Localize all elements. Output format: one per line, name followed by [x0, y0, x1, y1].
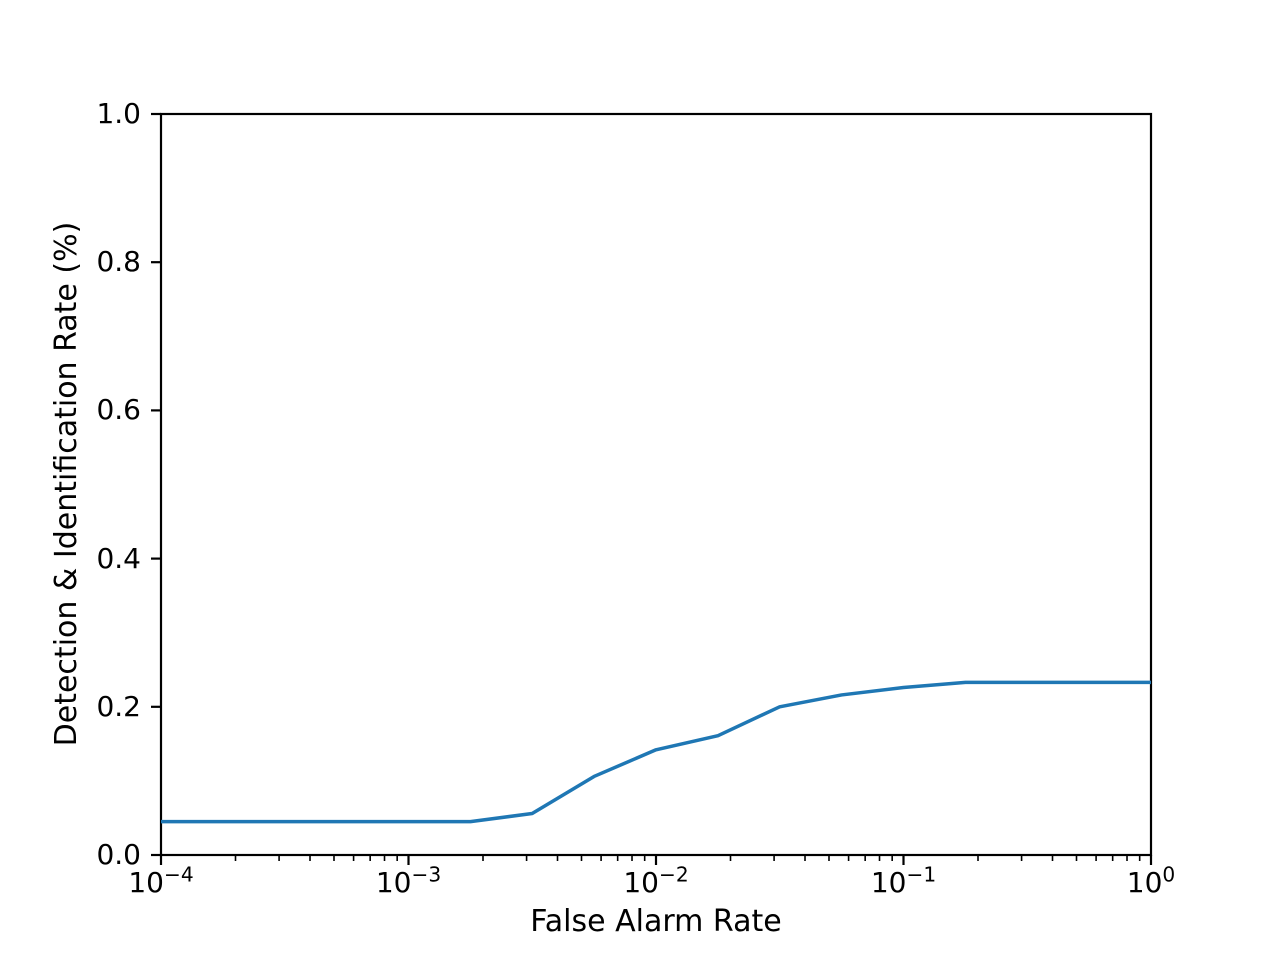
x-tick-exponent: −1	[906, 862, 937, 887]
x-tick-exponent: 0	[1162, 862, 1176, 887]
x-axis-label: False Alarm Rate	[530, 904, 782, 939]
y-axis-tick-label: 0.6	[96, 393, 141, 427]
x-tick-base: 10	[375, 866, 412, 899]
x-axis-tick-label: 100	[1081, 862, 1221, 900]
y-axis-tick-label: 1.0	[96, 97, 141, 130]
x-axis-tick-label: 10−4	[91, 862, 231, 900]
y-axis-label: Detection & Identification Rate (%)	[49, 221, 84, 747]
roc-curve-line	[161, 680, 1151, 824]
x-axis-tick-label: 10−1	[834, 862, 974, 900]
x-tick-base: 10	[870, 866, 907, 899]
x-tick-base: 10	[128, 866, 164, 899]
x-tick-exponent: −4	[163, 862, 194, 887]
y-axis-tick-label: 0.0	[96, 838, 141, 871]
x-tick-base: 10	[1126, 866, 1163, 899]
x-axis-tick-label: 10−3	[339, 862, 479, 900]
y-axis-tick-label: 0.2	[96, 689, 141, 723]
x-tick-base: 10	[623, 866, 659, 899]
x-tick-exponent: −2	[658, 862, 689, 887]
x-axis-tick-label: 10−2	[586, 862, 726, 900]
x-tick-exponent: −3	[411, 862, 442, 887]
plot-border-spines	[159, 112, 1153, 857]
y-axis-tick-label: 0.8	[96, 245, 141, 279]
y-axis-tick-label: 0.4	[96, 541, 141, 575]
